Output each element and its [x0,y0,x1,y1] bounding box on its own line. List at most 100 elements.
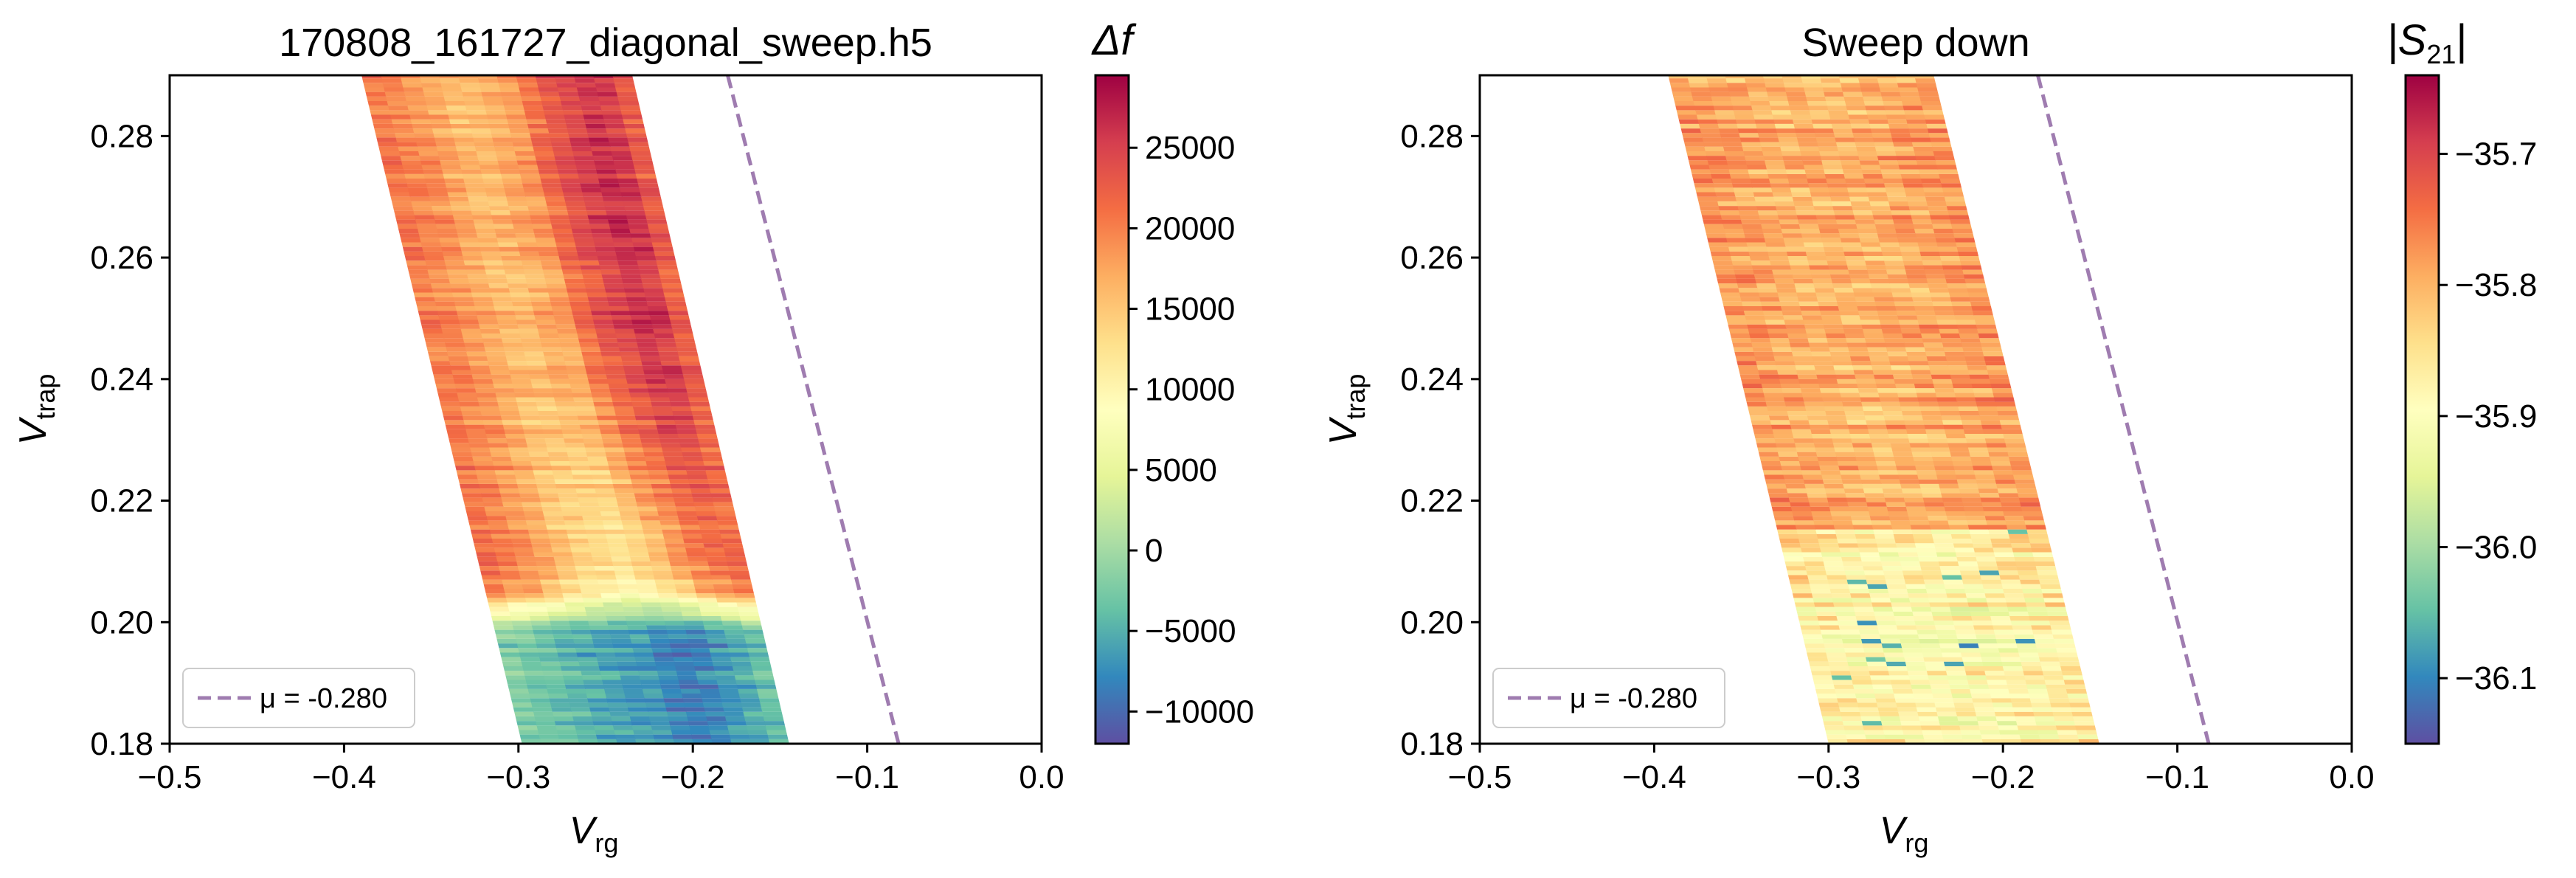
panel-2-cell [1890,133,1911,138]
panel-2-cell [1870,438,1891,443]
panel-2-cell [1827,338,1848,343]
panel-1-cell [498,83,519,88]
panel-1-cell [469,365,491,370]
panel-2-cell [1866,420,1887,425]
panel-1-cell [575,488,597,494]
panel-1-cell [463,502,485,507]
panel-2-cell [1840,393,1861,398]
panel-2-cell [1723,305,1745,311]
panel-2-cell [1906,588,1928,594]
panel-1-cell [557,493,578,498]
panel-1-cell [517,83,539,88]
panel-2-cell [1825,730,1846,735]
panel-2-cell [1919,638,1940,644]
panel-2-cell [1934,466,1956,471]
panel-1-cell [572,233,594,238]
panel-2-cell [2026,606,2048,612]
panel-2-cell [1801,315,1823,320]
panel-1-cell [734,593,755,598]
panel-1-cell [567,370,588,375]
panel-1-cell [548,616,569,621]
panel-2-cell [1827,183,1848,188]
panel-1-cell [603,443,624,448]
panel-1-cell [690,406,711,412]
panel-2-cell [1794,443,1815,448]
panel-2-cell [1986,365,2007,370]
panel-1-cell [498,165,520,170]
panel-2-cell [1784,561,1806,567]
panel-2-cell [1778,374,1799,379]
panel-2-cell [1848,584,1869,589]
panel-1-cell [698,602,719,607]
panel-2-cell [1959,333,1980,339]
panel-1-fit-line-group [726,75,901,744]
panel-2-cell [1751,342,1773,348]
panel-2-cell [1842,324,1863,329]
panel-1-cell [517,406,539,412]
panel-1-cell [370,110,391,115]
panel-1-cell [750,661,772,666]
panel-2-cell [1933,383,1954,389]
panel-1-cell [451,128,473,134]
panel-2-cell [1827,420,1849,425]
panel-1-cell [521,502,542,507]
panel-1-cell [721,698,742,703]
panel-1-cell [545,201,567,207]
panel-1-cell [698,520,719,525]
panel-1-cell [465,506,486,511]
panel-1-cell [678,598,699,603]
panel-2-cell [1843,96,1865,102]
panel-2-cell [1778,297,1799,302]
panel-2-cell [2046,611,2068,617]
panel-2-cell [1720,215,1742,220]
panel-2-cell [1945,588,1966,594]
panel-1-cell [662,288,684,293]
panel-1-cell [497,561,519,567]
panel-2-cell [1911,688,1933,694]
panel-1-cell [606,215,628,220]
panel-2-cell [1926,511,1947,516]
panel-1-cell [504,671,525,676]
panel-2-cell [1729,251,1751,257]
panel-2-cell [1835,215,1856,220]
panel-1-cell [614,328,636,334]
panel-2-cell [2020,579,2041,584]
panel-1-cell [656,506,677,511]
panel-2-cell [1906,666,1928,671]
panel-2-cell [2026,529,2048,534]
panel-1-cell [441,246,463,252]
panel-2-cell [1922,497,1944,502]
panel-2-cell [1860,638,1883,644]
panel-2-cell [1798,539,1820,544]
panel-1-cell [651,566,673,571]
panel-2-cell [1929,525,1950,530]
panel-1-cell [586,128,608,134]
panel-2-cell [1885,657,1906,662]
panel-1-cell [465,265,486,270]
panel-2-cell [1824,169,1844,174]
panel-2-cell [1986,598,2007,603]
panel-1-cell [629,474,651,480]
panel-2-cell [1877,470,1899,475]
panel-2-cell [1790,347,1812,352]
panel-2-cell [1947,210,1969,215]
panel-2-cell [1946,361,1967,366]
panel-2-legend-label: μ = -0.280 [1570,683,1697,714]
panel-2-cell [1880,401,1902,407]
panel-2-cell [1866,579,1887,584]
panel-1-cell [629,311,651,316]
panel-1-cell [541,265,563,270]
panel-2-cell [1894,456,1915,462]
panel-2-cell [1850,593,1872,598]
panel-1-cell [579,666,600,671]
panel-1-cell [542,429,564,434]
panel-2-cell [1852,210,1874,215]
panel-2-cell [1798,621,1820,626]
panel-2-cell [1778,137,1798,142]
panel-1-cell [507,119,528,124]
panel-2-cell [1952,305,1973,311]
panel-1-cell [586,374,608,379]
panel-2-cell [1867,192,1888,197]
panel-2-cell [1879,474,1900,480]
